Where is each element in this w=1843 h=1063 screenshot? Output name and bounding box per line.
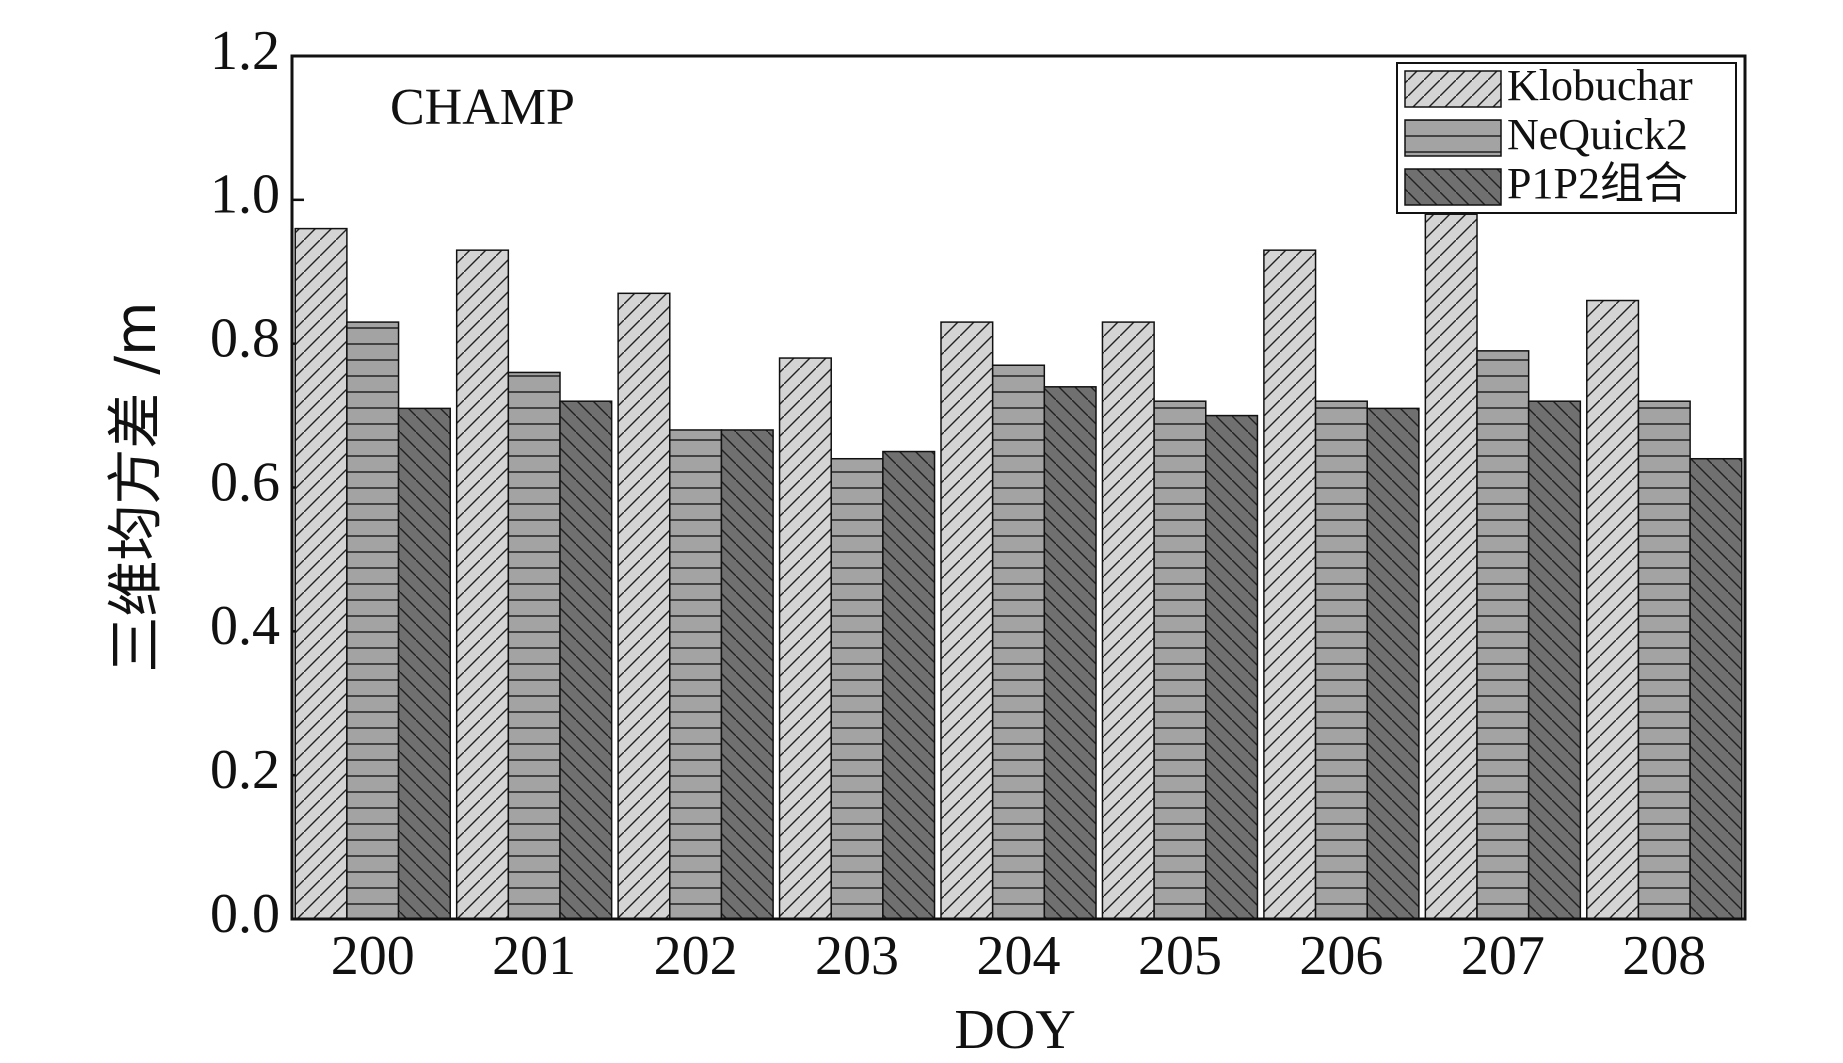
legend-label: P1P2组合 [1507, 159, 1688, 208]
y-tick-label: 1.2 [210, 20, 280, 82]
bar [1366, 407, 1420, 920]
legend-label: Klobuchar [1507, 61, 1693, 110]
bar [1637, 400, 1691, 920]
bar [1101, 321, 1155, 920]
bar [1153, 400, 1207, 920]
bar [882, 450, 936, 920]
bar [669, 429, 723, 920]
x-tick-label: 201 [492, 925, 576, 987]
x-tick-label: 207 [1461, 925, 1545, 987]
bar [720, 429, 774, 920]
bar [1424, 213, 1478, 920]
legend-swatch [1404, 168, 1502, 206]
y-tick-label: 0.4 [210, 595, 280, 657]
bar [507, 371, 561, 920]
bar [830, 457, 884, 920]
legend-swatch [1404, 70, 1502, 108]
bar [1476, 350, 1530, 920]
y-tick-label: 0.2 [210, 739, 280, 801]
bar [397, 407, 451, 920]
x-tick-label: 200 [331, 925, 415, 987]
bar [294, 227, 348, 920]
legend-label: NeQuick2 [1507, 110, 1688, 159]
bar [991, 364, 1046, 920]
bar [455, 249, 510, 920]
plot-frame [290, 54, 1747, 921]
bar [940, 321, 994, 920]
bar [1043, 386, 1097, 920]
annotation: CHAMP [390, 79, 575, 136]
bar [1527, 400, 1582, 920]
bar [559, 400, 613, 920]
x-axis-label: DOY [954, 999, 1075, 1061]
y-tick-label: 0.8 [210, 308, 280, 370]
x-tick-label: 202 [654, 925, 738, 987]
x-tick-label: 206 [1299, 925, 1383, 987]
bar [346, 321, 400, 920]
bar [1205, 414, 1259, 920]
x-tick-label: 204 [977, 925, 1061, 987]
bar [1263, 249, 1317, 920]
bar [1314, 400, 1368, 920]
y-tick-label: 0.6 [210, 451, 280, 513]
bar [1586, 299, 1640, 920]
bar [1689, 457, 1743, 920]
x-tick-label: 205 [1138, 925, 1222, 987]
x-tick-label: 203 [815, 925, 899, 987]
y-tick-label: 1.0 [210, 164, 280, 226]
legend-swatch [1404, 119, 1502, 157]
x-tick-label: 208 [1622, 925, 1706, 987]
bar [778, 357, 832, 920]
y-tick-label: 0.0 [210, 883, 280, 945]
y-axis-label: 三维均方差 /m [104, 301, 169, 672]
bar [617, 292, 671, 920]
